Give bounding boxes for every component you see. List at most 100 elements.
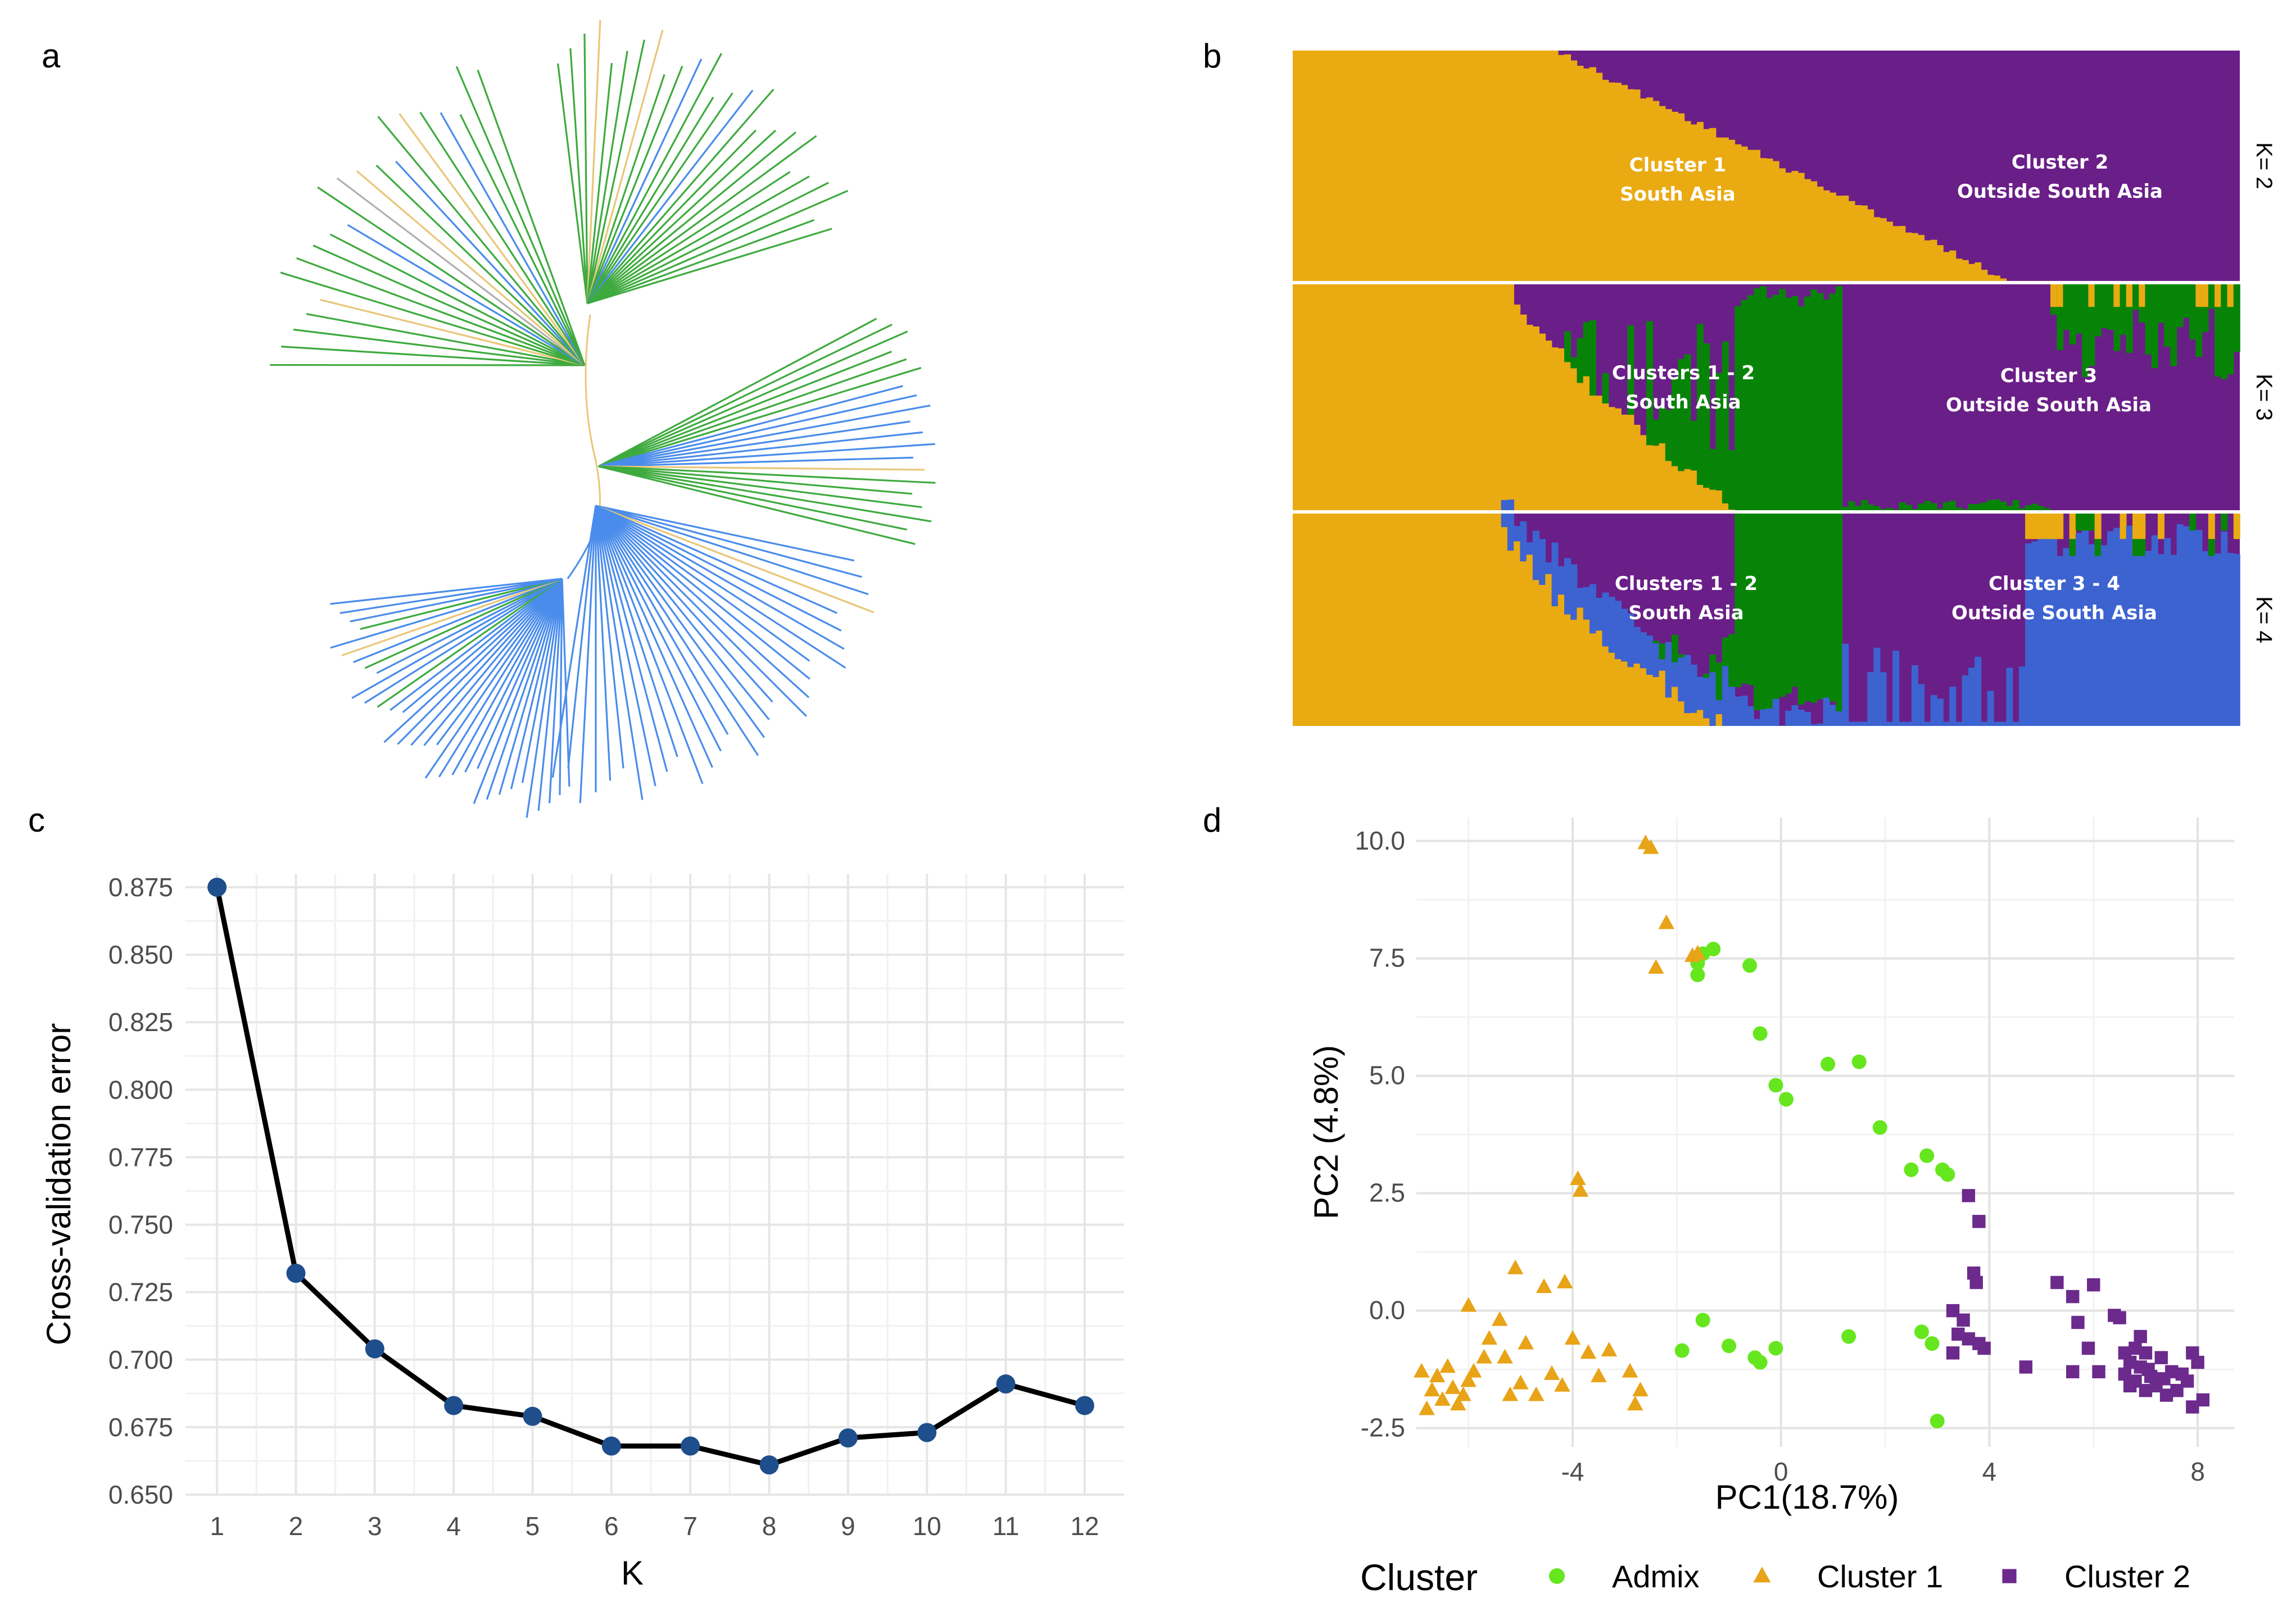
scatter-point	[1752, 1355, 1768, 1370]
scatter-point	[1962, 1332, 1976, 1346]
k4-bar	[1659, 670, 1666, 726]
x-tick-label: -4	[1561, 1457, 1584, 1486]
k2-bar	[1400, 51, 1407, 281]
k3-bar	[2182, 284, 2190, 318]
tree-branch	[586, 88, 775, 305]
k4-bar	[1551, 542, 1559, 606]
k3-bar	[1646, 445, 1654, 510]
tree-branch	[364, 578, 563, 704]
k4-bar	[2132, 540, 2140, 726]
k2-bar	[1892, 226, 1900, 281]
k3-bar	[2088, 284, 2095, 307]
k2-bar	[1577, 66, 1584, 281]
y-tick-label: 0.750	[108, 1210, 173, 1240]
scatter-point	[1434, 1391, 1451, 1406]
k4-bar	[1614, 601, 1622, 660]
k2-bar	[1735, 144, 1742, 281]
k3-bar	[1703, 343, 1710, 488]
scatter-point	[2191, 1355, 2204, 1369]
tree-branch	[377, 578, 563, 708]
k2-bar	[1514, 51, 1521, 281]
k4-bar	[2063, 548, 2070, 726]
k3-bar	[1772, 294, 1779, 510]
k2-bar	[1722, 137, 1729, 281]
legend-key	[1753, 1567, 1771, 1583]
y-tick-label: 0.675	[108, 1413, 173, 1442]
k2-bar	[1665, 109, 1672, 282]
scatter-point	[1601, 1342, 1618, 1357]
k3-bar	[1760, 286, 1767, 510]
k2-bar	[1406, 51, 1414, 281]
k3-bar	[1299, 284, 1306, 510]
k2-bar	[1975, 262, 1982, 281]
k4-bar	[1438, 514, 1445, 726]
tree-branch	[595, 505, 773, 703]
k2-bar	[1817, 187, 1824, 281]
k3-bar	[1539, 333, 1546, 510]
k4-bar	[2139, 550, 2146, 726]
k2-bar	[1955, 258, 1963, 281]
k4-bar	[1608, 652, 1615, 726]
k2-bar	[1532, 51, 1539, 281]
k4-bar	[1772, 514, 1779, 700]
k3-bar	[1659, 407, 1666, 443]
k2-bar	[1678, 113, 1685, 281]
k3-bar	[1741, 299, 1748, 510]
scatter-point	[1946, 1346, 1960, 1360]
k4-bar	[2094, 539, 2102, 556]
y-tick-label: 0.775	[108, 1142, 173, 1172]
tree-branch	[595, 505, 807, 717]
k4-bar	[1678, 701, 1685, 726]
k2-bar	[1381, 51, 1388, 281]
x-tick-label: 8	[762, 1511, 777, 1541]
k4-bar	[1715, 662, 1723, 701]
data-point	[996, 1374, 1016, 1394]
scatter-point	[2118, 1367, 2132, 1381]
k2-bar	[1608, 82, 1615, 281]
k4-bar	[1621, 609, 1628, 662]
k3-bar	[1829, 293, 1836, 510]
legend-key	[1549, 1568, 1565, 1584]
k4-bar	[2139, 514, 2146, 539]
tree-branch	[330, 578, 563, 649]
k2-bar	[1457, 51, 1464, 281]
k3-bar	[2189, 284, 2197, 340]
tree-branch	[598, 465, 916, 545]
k4-bar	[1557, 566, 1565, 595]
tree-branch	[598, 358, 907, 467]
k4-bar	[1778, 514, 1786, 697]
k4-bar	[1381, 514, 1388, 726]
k2-bar	[1715, 137, 1723, 281]
k4-bar	[2037, 537, 2045, 726]
legend-label: Cluster 2	[2064, 1559, 2190, 1594]
k4-bar	[1880, 672, 1887, 726]
k-label: K= 3	[2252, 374, 2276, 420]
k2-bar	[1981, 270, 1988, 281]
k4-bar	[1627, 613, 1634, 668]
k4-bar	[1419, 514, 1426, 726]
scatter-point	[2139, 1346, 2153, 1360]
tree-branch	[586, 51, 628, 304]
scatter-point	[1632, 1382, 1649, 1397]
k3-bar	[1387, 284, 1394, 510]
x-axis-title: K	[621, 1554, 644, 1592]
k4-bar	[2189, 527, 2197, 726]
tree-branch	[595, 505, 810, 662]
cluster-label: Clusters 1 - 2	[1612, 362, 1755, 384]
k4-bar	[2120, 514, 2127, 539]
x-tick-label: 1	[210, 1511, 224, 1541]
k3-bar	[1652, 419, 1660, 446]
tree-branch	[586, 129, 757, 305]
k4-bar	[2227, 553, 2234, 726]
tree-branch	[586, 92, 733, 304]
k3-bar	[1526, 325, 1533, 510]
k4-bar	[1949, 687, 1957, 726]
k3-bar	[1861, 500, 1868, 510]
k4-bar	[1747, 514, 1754, 686]
scatter-point	[1569, 1170, 1586, 1185]
tree-branch	[438, 578, 563, 778]
k4-bar	[1741, 696, 1748, 726]
tree-branch	[336, 177, 585, 366]
k3-bar	[1640, 435, 1647, 510]
scatter-point	[1564, 1330, 1581, 1345]
